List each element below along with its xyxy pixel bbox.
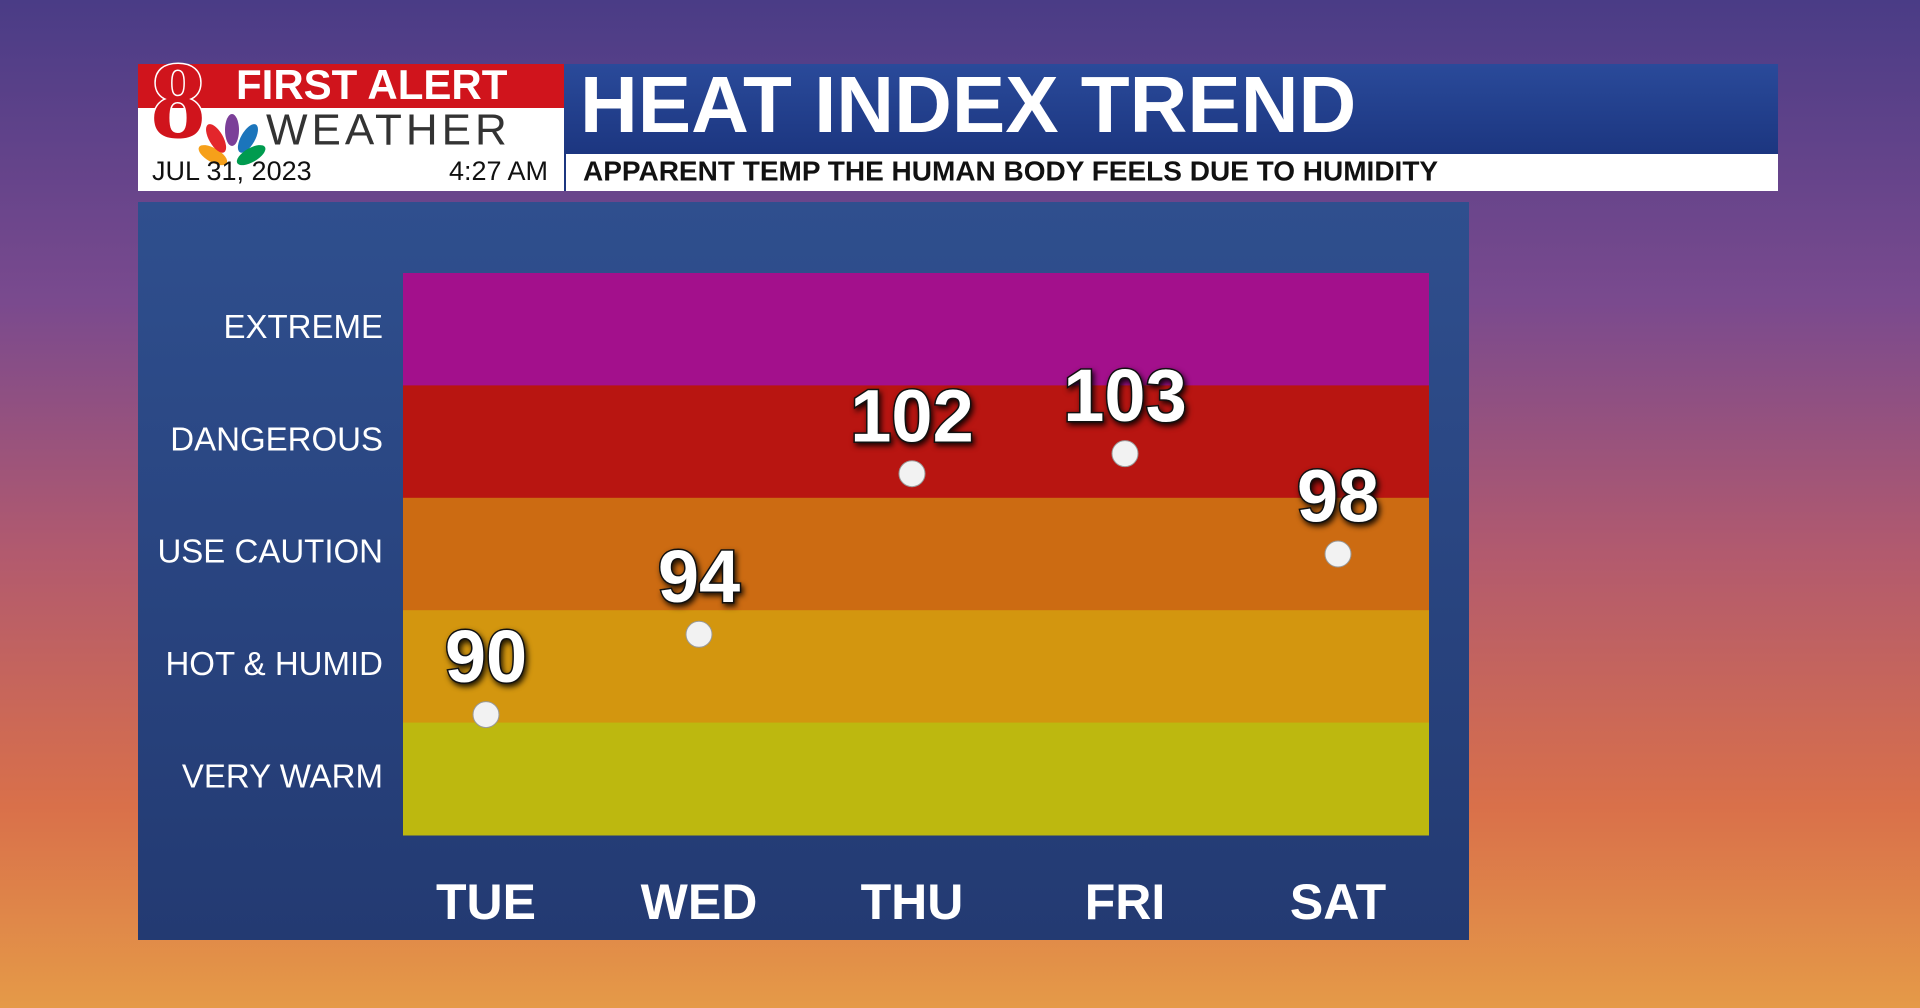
- time: 4:27 AM: [449, 156, 548, 186]
- plot-area: EXTREME DANGEROUS USE CAUTION HOT & HUMID VE…: [157, 273, 1429, 930]
- x-tick-label: WED: [641, 874, 758, 930]
- x-tick-label: FRI: [1085, 874, 1166, 930]
- band-label: VERY WARM: [182, 758, 383, 795]
- value-label: 103: [1063, 354, 1186, 437]
- subheader-bar: [138, 154, 1778, 191]
- logo-number: 8: [151, 39, 206, 161]
- x-tick-label: TUE: [436, 874, 536, 930]
- x-tick-label: THU: [861, 874, 964, 930]
- band-label: USE CAUTION: [157, 533, 383, 570]
- logo-red: [138, 64, 564, 108]
- heat-band: [403, 722, 1429, 836]
- value-label: 98: [1297, 455, 1379, 538]
- heat-band: [403, 497, 1429, 611]
- date: JUL 31, 2023: [152, 156, 312, 186]
- chart-title: HEAT INDEX TREND: [580, 60, 1356, 149]
- value-label: 90: [445, 615, 527, 698]
- brand-bottom: WEATHER: [266, 106, 511, 155]
- data-dot: [1111, 440, 1139, 468]
- heat-band: [403, 610, 1429, 724]
- data-dot: [685, 620, 713, 648]
- peacock: [198, 114, 266, 166]
- x-tick-label: SAT: [1290, 874, 1386, 930]
- chart-subtitle: APPARENT TEMP THE HUMAN BODY FEELS DUE T…: [583, 155, 1438, 186]
- band-label: HOT & HUMID: [165, 645, 383, 682]
- value-label: 94: [658, 535, 740, 618]
- brand-top: FIRST ALERT: [236, 61, 508, 108]
- data-dot: [1324, 540, 1352, 568]
- band-label: EXTREME: [223, 308, 383, 345]
- value-label: 102: [850, 374, 973, 457]
- data-dot: [898, 460, 926, 488]
- band-label: DANGEROUS: [170, 420, 383, 457]
- data-dot: [472, 701, 500, 729]
- divider: [564, 154, 566, 191]
- heat-band: [403, 273, 1429, 386]
